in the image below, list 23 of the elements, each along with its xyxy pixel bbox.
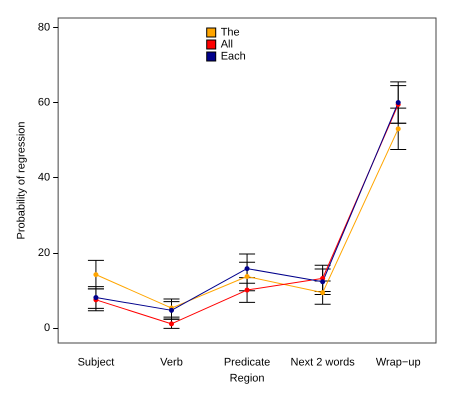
x-tick-label: Wrap−up	[376, 356, 421, 368]
y-tick-label: 40	[38, 172, 50, 184]
legend-label: Each	[220, 50, 246, 62]
y-axis-title: Probability of regression	[16, 121, 28, 240]
point	[244, 266, 250, 272]
x-tick-label: Next 2 words	[290, 356, 356, 368]
x-tick-label: Predicate	[224, 356, 270, 368]
y-tick-label: 0	[44, 322, 50, 334]
point	[93, 272, 98, 278]
point	[320, 290, 326, 296]
x-tick-label: Verb	[160, 356, 183, 368]
legend-label: All	[220, 38, 233, 50]
point	[244, 288, 250, 293]
x-axis-title: Region	[230, 372, 264, 384]
point	[320, 279, 326, 284]
y-tick-label: 20	[38, 246, 50, 259]
x-tick-label: Subject	[78, 356, 114, 368]
legend-label: The	[220, 26, 240, 38]
point	[169, 321, 174, 326]
point	[396, 126, 401, 132]
y-tick-label: 80	[38, 21, 50, 34]
y-tick-label: 60	[38, 96, 50, 109]
point	[244, 274, 250, 279]
